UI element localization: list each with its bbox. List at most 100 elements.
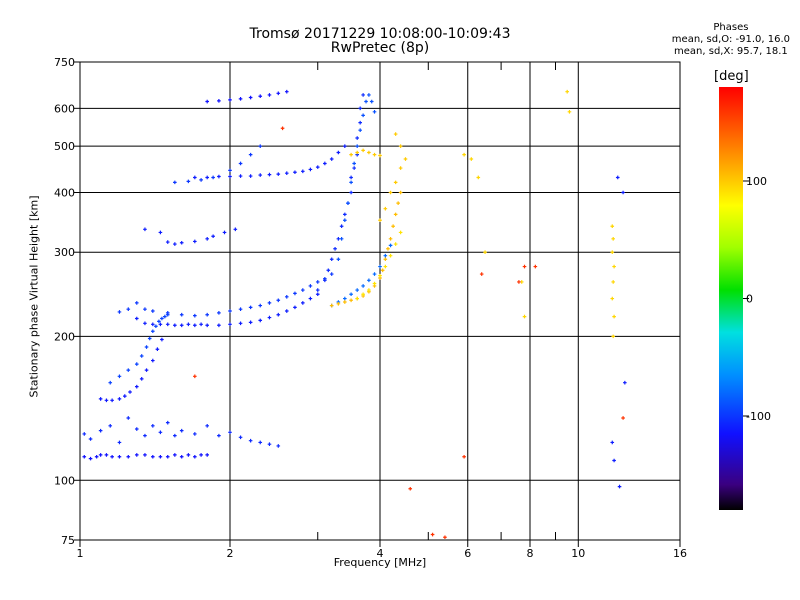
data-point (134, 453, 139, 457)
data-point (205, 424, 209, 428)
data-point (126, 307, 131, 311)
data-point (398, 144, 403, 148)
data-point (158, 430, 163, 435)
y-tick-label: 100 (54, 474, 75, 487)
data-point (104, 398, 109, 403)
data-point (388, 253, 393, 258)
data-point (258, 94, 263, 99)
data-point (211, 175, 215, 180)
data-point (199, 453, 203, 457)
data-point (94, 454, 99, 459)
x-tick-label: 1 (77, 547, 84, 560)
data-point (117, 374, 122, 379)
data-point (621, 416, 625, 420)
data-point (315, 288, 320, 292)
data-point (378, 264, 382, 269)
data-point (336, 150, 341, 155)
data-point (522, 314, 527, 319)
data-point (173, 433, 177, 438)
data-point (205, 453, 209, 457)
data-point (117, 454, 122, 459)
data-point (355, 296, 359, 301)
data-point (258, 303, 263, 308)
data-point (258, 144, 263, 148)
data-point (228, 309, 232, 313)
x-tick-label: 16 (673, 547, 687, 560)
data-point (336, 237, 341, 241)
colorbar-tick-label: 0 (746, 293, 753, 306)
data-point (179, 428, 184, 433)
y-tick-label: 300 (54, 246, 75, 259)
data-point (462, 152, 466, 157)
data-point (199, 322, 203, 327)
data-point (352, 161, 356, 166)
stats-line-o: mean, sd,O: -91.0, 16.0 (671, 34, 790, 45)
data-point (483, 250, 487, 255)
y-tick-label: 75 (61, 534, 75, 547)
y-tick-label: 500 (54, 140, 75, 153)
data-point (126, 454, 131, 459)
data-point (238, 307, 243, 311)
grid (80, 62, 680, 540)
data-point (293, 170, 297, 175)
data-point (258, 440, 263, 445)
data-point (205, 175, 209, 180)
colorbar-tick-label: -100 (746, 410, 771, 423)
data-point (358, 120, 362, 125)
data-point (238, 174, 243, 178)
data-point (315, 292, 320, 297)
data-point (284, 171, 289, 175)
data-point (117, 310, 122, 314)
data-point (160, 337, 164, 342)
data-point (393, 242, 398, 246)
data-point (617, 484, 622, 489)
data-point (267, 301, 272, 305)
data-point (238, 435, 243, 440)
data-point (258, 173, 263, 177)
data-point (186, 322, 191, 327)
data-point (147, 336, 152, 341)
data-point (173, 453, 177, 457)
data-point (193, 239, 197, 244)
data-point (238, 161, 243, 166)
data-point (165, 311, 170, 315)
data-point (276, 444, 281, 448)
data-point (108, 424, 113, 428)
data-point (217, 323, 221, 328)
data-point (217, 433, 221, 438)
data-point (349, 152, 353, 157)
x-tick-label: 10 (571, 547, 585, 560)
colorbar (719, 87, 743, 510)
data-point (623, 380, 627, 385)
x-tick-label: 6 (464, 547, 471, 560)
data-point (364, 99, 368, 104)
x-tick-label: 4 (377, 547, 384, 560)
y-tick-label: 200 (54, 330, 75, 343)
data-point (315, 280, 320, 284)
data-point (308, 284, 313, 288)
data-point (403, 157, 408, 161)
data-point (248, 320, 253, 325)
data-point (205, 323, 209, 328)
phase-stats: Phases mean, sd,O: -91.0, 16.0 mean, sd,… (672, 22, 790, 58)
data-point (479, 272, 484, 276)
data-point (108, 380, 113, 385)
data-point (476, 175, 481, 180)
data-point (361, 148, 365, 153)
data-point (110, 398, 114, 403)
data-point (126, 368, 131, 372)
data-points (82, 89, 627, 540)
data-point (128, 390, 132, 394)
data-point (143, 307, 147, 311)
data-point (238, 321, 243, 326)
data-point (522, 264, 527, 269)
data-point (393, 180, 398, 185)
y-tick-label: 400 (54, 186, 75, 199)
data-point (612, 264, 616, 269)
data-point (612, 314, 616, 319)
colorbar-label: [deg] (714, 69, 749, 84)
data-point (104, 453, 109, 457)
data-point (144, 368, 149, 372)
data-point (612, 458, 616, 463)
